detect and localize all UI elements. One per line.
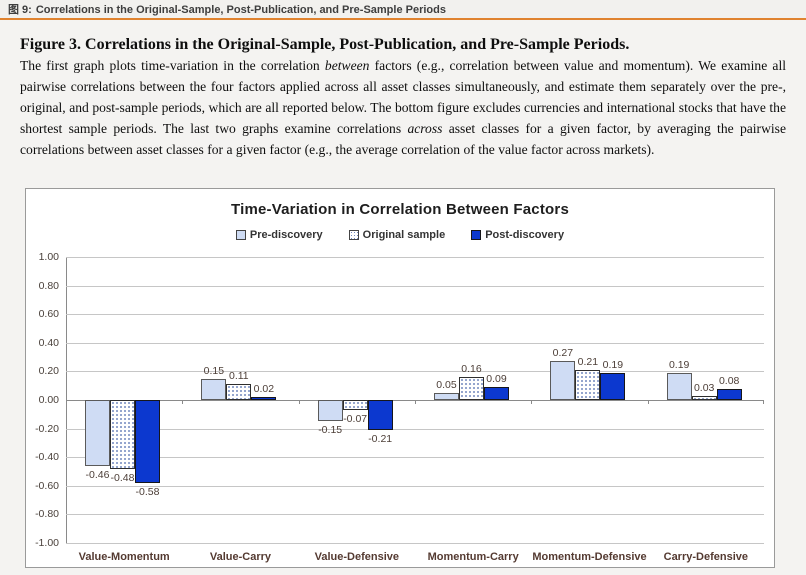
category-tick xyxy=(647,400,649,404)
bar-original-sample xyxy=(691,395,717,400)
gridline xyxy=(66,257,764,258)
bar-original-sample xyxy=(110,400,135,469)
gridline xyxy=(66,342,764,344)
gridline xyxy=(66,285,764,287)
bar-value-label: 0.03 xyxy=(693,381,715,394)
legend-label: Pre-discovery xyxy=(249,229,323,241)
gridline xyxy=(66,543,764,544)
y-tick-label: 1.00 xyxy=(38,251,59,263)
bar-pre-discovery xyxy=(550,361,576,400)
gridline xyxy=(66,314,764,316)
x-category-label: Value-Carry xyxy=(209,551,272,563)
chart-title: Time-Variation in Correlation Between Fa… xyxy=(231,201,569,218)
figure-caption-body: The first graph plots time-variation in … xyxy=(20,58,786,157)
bar-value-label: 0.19 xyxy=(668,358,690,371)
x-category-label: Momentum-Carry xyxy=(427,551,519,563)
legend-swatch-icon xyxy=(471,230,482,240)
category-tick xyxy=(531,400,533,404)
y-tick-label: 0.20 xyxy=(38,365,59,378)
y-axis-labels: 1.00 0.80 0.60 0.40 0.20 0.00 -0.20 -0.40 -0.60 -… xyxy=(23,251,59,549)
bar-value-label: -0.07 xyxy=(343,413,368,425)
bar-pre-discovery xyxy=(434,392,459,400)
figure-caption-heading: Figure 3. Correlations in the Original-S… xyxy=(20,36,630,53)
x-category-label: Carry-Defensive xyxy=(663,551,748,563)
bar-original-sample xyxy=(342,400,368,410)
bar-value-label: 0.16 xyxy=(461,363,482,376)
bar-pre-discovery xyxy=(85,400,110,466)
y-tick-label: 0.00 xyxy=(38,394,59,406)
x-category-label: Value-Momentum xyxy=(78,551,170,563)
legend-item: Original sample xyxy=(348,229,446,241)
figure-index-label: 图 9: xyxy=(8,4,32,16)
bar-original-sample xyxy=(575,369,601,400)
bar-value-label: 0.19 xyxy=(602,358,624,371)
category-tick xyxy=(298,400,300,404)
legend-swatch-icon xyxy=(235,230,246,240)
gridline xyxy=(66,457,764,459)
gridline xyxy=(66,485,764,487)
bar-value-label: 0.11 xyxy=(228,370,249,383)
x-category-label: Value-Defensive xyxy=(314,551,399,563)
gridline xyxy=(66,371,764,373)
plot-area: 1.00 0.80 0.60 0.40 0.20 0.00 -0.20 -0.40 -0.60 -… xyxy=(35,251,764,563)
y-tick-label: 0.40 xyxy=(38,336,59,349)
category-tick xyxy=(763,400,764,404)
legend-swatch-icon xyxy=(348,230,359,240)
y-tick-label: 0.80 xyxy=(38,279,59,292)
chart-panel: Time-Variation in Correlation Between Fa… xyxy=(25,188,775,568)
figure-caption: Figure 3. Correlations in the Original-S… xyxy=(20,36,786,160)
bar-value-label: 0.21 xyxy=(577,355,599,368)
window-header-title: Correlations in the Original-Sample, Pos… xyxy=(35,4,446,16)
bar-pre-discovery xyxy=(666,372,692,400)
bar-value-label: 0.02 xyxy=(253,383,275,396)
bar-post-discovery xyxy=(251,397,277,400)
bar-value-label: 0.05 xyxy=(436,378,457,391)
category-tick xyxy=(66,400,67,404)
bar-value-label: 0.09 xyxy=(486,373,507,386)
y-tick-label: 0.60 xyxy=(38,308,59,321)
bar-value-label: -0.15 xyxy=(318,424,343,437)
gridline xyxy=(66,428,764,430)
gridline xyxy=(66,514,764,516)
bar-post-discovery xyxy=(484,387,509,400)
y-tick-label: -0.40 xyxy=(35,451,59,464)
bar-original-sample xyxy=(226,384,252,400)
bar-post-discovery xyxy=(600,372,626,400)
bar-value-label: 0.15 xyxy=(203,364,225,377)
bar-value-label: -0.46 xyxy=(85,468,110,481)
y-tick-label: -1.00 xyxy=(35,537,59,549)
y-tick-label: -0.20 xyxy=(35,422,59,435)
legend-item: Pre-discovery xyxy=(235,229,323,241)
category-tick xyxy=(182,400,184,404)
bar-value-label: -0.21 xyxy=(368,433,393,446)
bar-original-sample xyxy=(459,377,484,400)
y-tick-label: -0.80 xyxy=(35,508,59,521)
bar-value-label: -0.58 xyxy=(135,485,160,498)
chart-legend: Pre-discovery Original sample Post-discove… xyxy=(26,229,774,241)
bar-post-discovery xyxy=(367,400,393,431)
window-header: 图 9: Correlations in the Original-Sample,… xyxy=(0,0,806,20)
legend-label: Original sample xyxy=(362,229,446,241)
x-category-label: Momentum-Defensive xyxy=(532,551,647,563)
bar-value-label: -0.48 xyxy=(110,471,135,484)
y-tick-label: -0.60 xyxy=(35,479,59,492)
bar-pre-discovery xyxy=(317,400,343,422)
bar-value-label: 0.27 xyxy=(552,347,574,360)
category-tick xyxy=(415,400,416,404)
bar-pre-discovery xyxy=(201,378,227,400)
bar-value-label: 0.08 xyxy=(718,374,740,387)
bar-post-discovery xyxy=(135,400,160,483)
bar-post-discovery xyxy=(716,388,742,400)
legend-label: Post-discovery xyxy=(485,229,565,241)
legend-item: Post-discovery xyxy=(471,229,564,241)
